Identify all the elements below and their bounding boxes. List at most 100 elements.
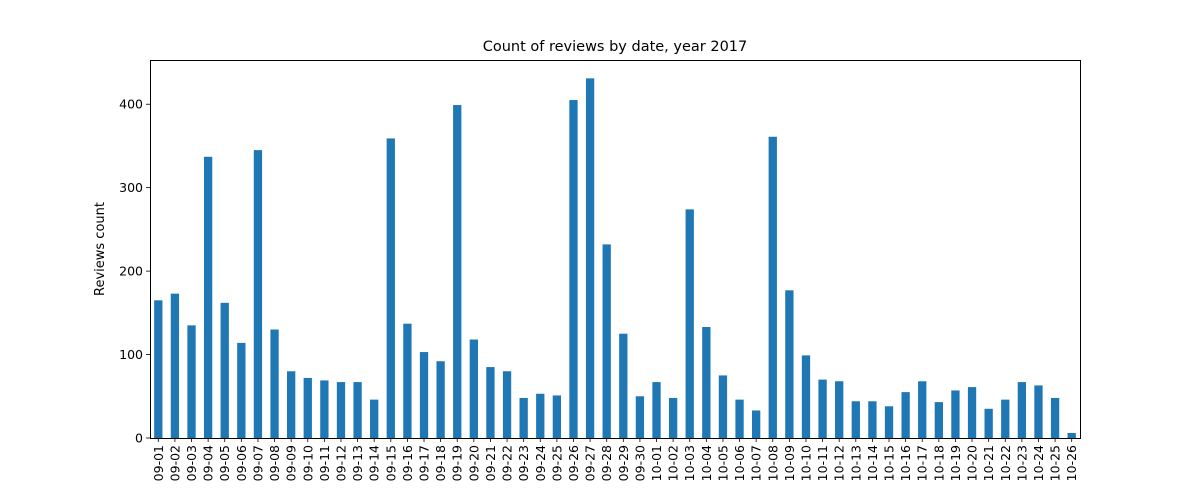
x-tick-label: 09-26 xyxy=(566,445,581,481)
bar-09-13 xyxy=(353,382,362,438)
x-tick-label: 09-24 xyxy=(533,445,548,481)
bar-10-21 xyxy=(984,408,993,438)
bar-09-28 xyxy=(602,244,611,438)
bar-10-07 xyxy=(752,410,761,438)
x-tick-label: 10-20 xyxy=(965,445,980,481)
bar-09-10 xyxy=(303,377,312,438)
bar-09-11 xyxy=(320,380,329,438)
bar-10-20 xyxy=(967,387,977,438)
y-tick-label: 100 xyxy=(119,347,143,362)
bar-09-12 xyxy=(336,382,346,438)
bar-09-08 xyxy=(270,329,279,438)
x-tick-label: 10-21 xyxy=(981,445,996,481)
bar-10-15 xyxy=(884,406,894,438)
bar-10-16 xyxy=(901,392,910,438)
x-tick-label: 09-20 xyxy=(466,445,481,481)
bar-09-30 xyxy=(635,396,645,438)
y-tick-label: 400 xyxy=(119,97,143,112)
bar-09-16 xyxy=(403,323,412,438)
bar-09-21 xyxy=(486,367,495,438)
bar-10-10 xyxy=(801,355,811,438)
y-tick-label: 300 xyxy=(119,180,143,195)
x-tick-label: 09-19 xyxy=(450,445,465,481)
bar-10-08 xyxy=(768,136,777,438)
bar-10-22 xyxy=(1001,399,1010,438)
x-tick-label: 10-26 xyxy=(1064,445,1079,481)
x-tick-label: 09-15 xyxy=(383,445,398,481)
bar-09-15 xyxy=(386,138,395,438)
x-tick-label: 09-25 xyxy=(549,445,564,481)
x-tick-label: 10-04 xyxy=(699,445,714,481)
x-tick-label: 10-01 xyxy=(649,445,664,481)
bar-09-20 xyxy=(469,339,478,438)
x-tick-label: 10-12 xyxy=(832,445,847,481)
bar-09-09 xyxy=(287,371,296,438)
bar-09-07 xyxy=(253,150,263,438)
bar-09-26 xyxy=(569,100,578,439)
x-tick-label: 09-09 xyxy=(284,445,299,481)
x-tick-label: 09-07 xyxy=(250,445,265,481)
bar-10-13 xyxy=(851,401,860,438)
x-tick-label: 10-17 xyxy=(915,445,930,481)
x-tick-label: 10-07 xyxy=(749,445,764,481)
x-tick-label: 10-06 xyxy=(732,445,747,481)
x-tick-label: 09-04 xyxy=(201,445,216,481)
bar-10-24 xyxy=(1034,385,1043,438)
bar-09-29 xyxy=(619,333,628,438)
bar-10-09 xyxy=(785,290,794,438)
x-tick-label: 09-13 xyxy=(350,445,365,481)
bar-09-02 xyxy=(170,293,180,438)
x-tick-label: 10-16 xyxy=(898,445,913,481)
x-tick-label: 09-22 xyxy=(500,445,515,481)
x-tick-label: 10-19 xyxy=(948,445,963,481)
bar-09-19 xyxy=(453,105,462,438)
y-tick-label: 0 xyxy=(135,431,143,446)
x-tick-label: 09-05 xyxy=(217,445,232,481)
x-tick-label: 09-10 xyxy=(300,445,315,481)
y-axis: 0 100 200 300 400 xyxy=(119,97,150,446)
bar-10-23 xyxy=(1017,382,1027,438)
x-tick-label: 10-23 xyxy=(1014,445,1029,481)
x-tick-label: 10-14 xyxy=(865,445,880,481)
bar-10-06 xyxy=(735,399,744,438)
bar-09-23 xyxy=(519,397,528,438)
bar-09-17 xyxy=(419,352,429,438)
bars-group xyxy=(154,78,1076,439)
x-tick-label: 10-22 xyxy=(998,445,1013,481)
x-tick-label: 10-15 xyxy=(882,445,897,481)
bar-09-24 xyxy=(536,393,545,438)
bar-09-03 xyxy=(187,325,196,438)
bar-10-03 xyxy=(685,209,694,438)
x-tick-label: 09-08 xyxy=(267,445,282,481)
bar-10-17 xyxy=(918,381,927,438)
x-tick-label: 10-03 xyxy=(682,445,697,481)
x-tick-label: 09-18 xyxy=(433,445,448,481)
bar-10-14 xyxy=(868,401,877,438)
x-tick-label: 10-09 xyxy=(782,445,797,481)
x-tick-label: 09-01 xyxy=(151,445,166,481)
x-tick-label: 09-28 xyxy=(599,445,614,481)
x-tick-label: 09-14 xyxy=(367,445,382,481)
bar-09-05 xyxy=(220,302,229,438)
x-tick-label: 09-21 xyxy=(483,445,498,481)
x-tick-label: 09-02 xyxy=(167,445,182,481)
x-axis: 09-01 09-02 09-03 09-04 09-05 09-06 09-07 09-08… xyxy=(151,438,1079,481)
x-tick-label: 09-11 xyxy=(317,445,332,481)
plot-frame xyxy=(150,60,1081,439)
bar-09-14 xyxy=(370,399,379,438)
x-tick-label: 10-11 xyxy=(815,445,830,481)
x-tick-label: 09-16 xyxy=(400,445,415,481)
bar-09-18 xyxy=(436,361,445,438)
y-axis-label: Reviews count xyxy=(93,202,108,296)
y-tick-label: 200 xyxy=(119,264,143,279)
x-tick-label: 10-25 xyxy=(1048,445,1063,481)
x-tick-label: 09-29 xyxy=(616,445,631,481)
x-tick-label: 09-17 xyxy=(417,445,432,481)
x-tick-label: 10-18 xyxy=(931,445,946,481)
bar-10-02 xyxy=(668,397,678,438)
bar-10-18 xyxy=(934,402,943,438)
x-tick-label: 10-10 xyxy=(798,445,813,481)
bar-10-11 xyxy=(818,379,827,438)
bar-09-06 xyxy=(237,342,246,438)
